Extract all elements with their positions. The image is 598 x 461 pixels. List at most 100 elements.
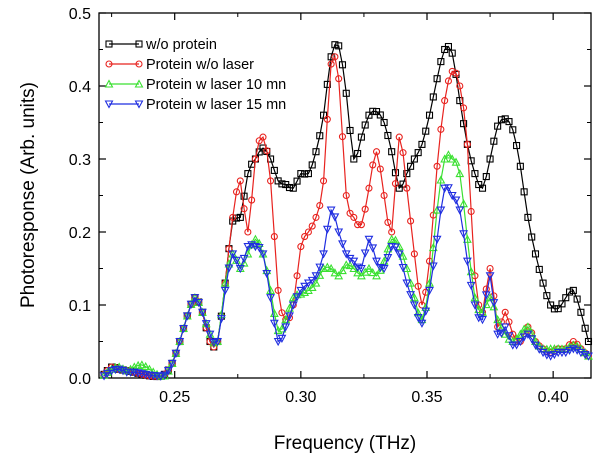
data-point [512, 341, 521, 350]
data-point [360, 249, 370, 258]
tick-labels: 0.25 0.30 0.35 0.40 0.0 0.1 0.2 0.3 0.4 0.5 [69, 6, 569, 406]
y-tick-label: 0.4 [69, 79, 91, 96]
data-point [303, 279, 313, 288]
data-point [289, 184, 297, 192]
data-point [380, 118, 388, 127]
data-point [433, 162, 441, 170]
data-point [216, 315, 226, 324]
data-point [240, 205, 248, 213]
legend: w/o protein Protein w/o laser Protein w la… [104, 37, 286, 113]
data-point [421, 307, 431, 316]
data-point [539, 279, 547, 287]
data-point [232, 188, 241, 196]
data-point [466, 281, 476, 291]
data-point [440, 154, 450, 163]
data-point [338, 240, 347, 249]
data-point [486, 155, 494, 163]
data-point [384, 131, 392, 140]
data-point [513, 141, 521, 150]
data-point [379, 264, 389, 274]
data-point [102, 369, 112, 379]
data-point [327, 53, 335, 61]
data-point [225, 245, 233, 253]
y-tick-label: 0.1 [69, 298, 91, 315]
data-point [167, 359, 177, 369]
data-point [320, 111, 328, 119]
data-point [523, 322, 533, 331]
data-point [380, 191, 388, 200]
data-point [437, 58, 445, 66]
data-point [137, 360, 147, 369]
x-tick-label: 0.35 [411, 389, 442, 406]
data-point [274, 286, 282, 294]
data-point [160, 371, 170, 380]
data-point [194, 298, 204, 308]
data-point [350, 213, 358, 221]
data-point [462, 257, 472, 266]
data-point [520, 188, 528, 196]
data-point [581, 324, 589, 332]
data-point [277, 334, 287, 343]
data-point [341, 260, 351, 269]
data-point [398, 264, 408, 273]
data-point [353, 268, 363, 277]
data-point [375, 265, 385, 274]
data-point [425, 286, 434, 296]
data-point [361, 121, 369, 129]
data-point [326, 263, 336, 273]
data-point [258, 250, 268, 259]
data-point [459, 230, 469, 239]
data-point [504, 332, 514, 341]
data-point [409, 301, 419, 310]
data-point [365, 111, 373, 119]
data-point [335, 75, 343, 83]
data-point [460, 104, 468, 112]
data-point [311, 278, 321, 287]
data-point [444, 42, 452, 51]
data-point [316, 201, 324, 210]
data-point [561, 348, 571, 358]
data-point [376, 165, 384, 173]
data-point [391, 169, 400, 177]
data-point [345, 260, 355, 270]
data-point [163, 367, 173, 376]
data-point [467, 207, 475, 216]
legend-label: w/o protein [145, 37, 217, 53]
data-point [315, 263, 325, 272]
data-point [372, 271, 381, 280]
data-point [456, 82, 464, 90]
data-point [519, 333, 529, 342]
data-point [460, 120, 468, 128]
data-point [312, 148, 320, 156]
data-point [528, 233, 536, 241]
data-point [171, 349, 181, 358]
data-point [278, 309, 286, 317]
data-point [369, 107, 377, 115]
data-point [422, 127, 430, 135]
data-point [486, 264, 494, 273]
x-tick-label: 0.40 [538, 389, 569, 406]
data-point [444, 184, 453, 193]
data-point [239, 254, 249, 264]
data-point [357, 221, 365, 229]
data-point [304, 228, 312, 236]
data-point [270, 166, 278, 174]
data-point [558, 300, 566, 308]
x-tick-label: 0.25 [159, 389, 190, 406]
data-point [251, 155, 259, 163]
data-point [429, 93, 437, 101]
data-point [387, 234, 397, 243]
data-point [224, 264, 234, 273]
data-point [383, 244, 393, 253]
data-point [384, 218, 392, 226]
data-point [403, 170, 411, 178]
data-point [179, 324, 188, 334]
data-point [364, 263, 374, 273]
data-point [451, 196, 461, 205]
data-point [361, 205, 369, 213]
data-point [417, 319, 427, 328]
y-tick-label: 0.2 [69, 225, 91, 242]
data-point [410, 155, 418, 163]
data-point [573, 295, 581, 303]
